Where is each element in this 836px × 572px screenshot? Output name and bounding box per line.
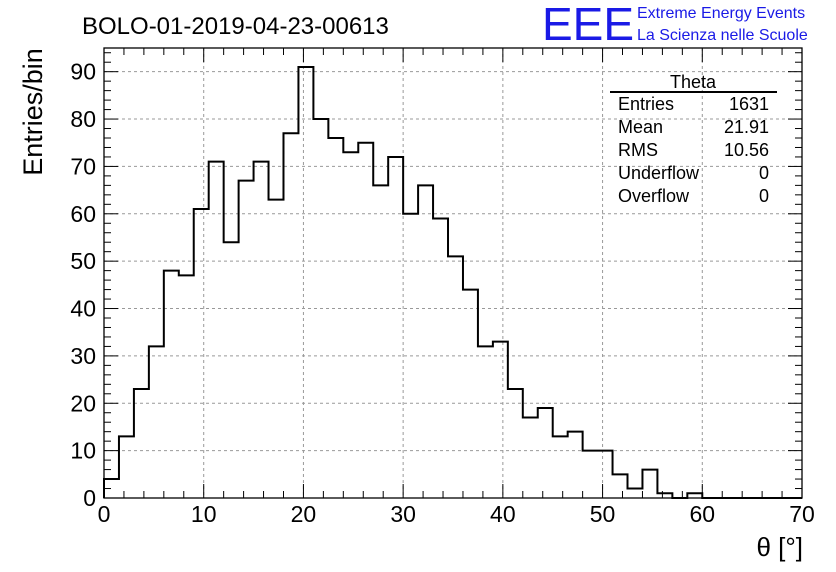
logo-line-1: Extreme Energy Events	[637, 5, 805, 22]
x-tick-label: 20	[291, 501, 317, 527]
axis-ticks	[103, 48, 803, 499]
y-tick-label: 50	[70, 248, 96, 274]
logo-line-2: La Scienza nelle Scuole	[637, 27, 808, 44]
stats-title: Theta	[670, 72, 717, 92]
x-axis-label: θ [°]	[756, 532, 803, 562]
x-tick-labels: 0 10 20 30 40 50 60 70	[98, 501, 815, 527]
run-title: BOLO-01-2019-04-23-00613	[82, 13, 389, 40]
grid	[104, 48, 802, 498]
logo-mark: EEE	[542, 0, 634, 50]
y-tick-label: 40	[70, 296, 96, 322]
y-tick-label: 70	[70, 153, 96, 179]
stats-rows: Entries 1631 Mean 21.91 RMS 10.56 Underflow 0 Ov…	[618, 94, 769, 206]
stats-row-label: Entries	[618, 94, 674, 114]
stats-row-value: 0	[759, 163, 769, 183]
y-tick-label: 0	[83, 485, 96, 511]
stats-row-value: 10.56	[724, 140, 769, 160]
x-tick-label: 40	[490, 501, 516, 527]
x-tick-label: 10	[191, 501, 217, 527]
y-tick-label: 20	[70, 390, 96, 416]
x-tick-label: 60	[689, 501, 715, 527]
stats-row-label: Underflow	[618, 163, 700, 183]
eee-logo: EEE Extreme Energy Events La Scienza nel…	[542, 0, 808, 50]
x-tick-label: 50	[590, 501, 616, 527]
stats-row-label: RMS	[618, 140, 658, 160]
stats-box: Theta Entries 1631 Mean 21.91 RMS 10.56 Underf…	[610, 72, 777, 206]
histogram-line	[103, 65, 802, 499]
x-tick-label: 30	[390, 501, 416, 527]
stats-row-label: Mean	[618, 117, 663, 137]
y-tick-labels: 0 10 20 30 40 50 60 70 80 90	[70, 59, 96, 511]
y-tick-label: 30	[70, 343, 96, 369]
y-tick-label: 90	[70, 59, 96, 85]
stats-row-value: 21.91	[724, 117, 769, 137]
y-tick-label: 60	[70, 201, 96, 227]
plot-frame	[103, 47, 803, 499]
y-tick-label: 80	[70, 106, 96, 132]
x-tick-label: 0	[98, 501, 111, 527]
stats-row-value: 0	[759, 186, 769, 206]
y-axis-label: Entries/bin	[18, 48, 48, 176]
y-tick-label: 10	[70, 438, 96, 464]
stats-row-value: 1631	[729, 94, 769, 114]
x-tick-label: 70	[789, 501, 815, 527]
stats-row-label: Overflow	[618, 186, 690, 206]
